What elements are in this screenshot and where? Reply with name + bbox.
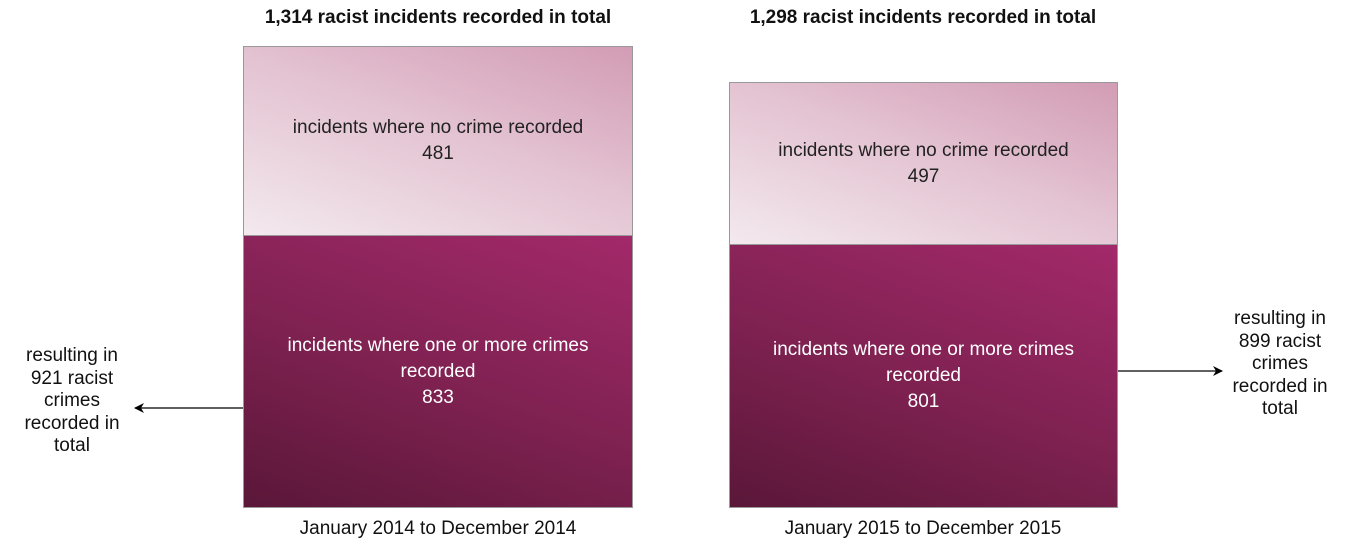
segment: incidents where no crime recorded 481: [243, 46, 633, 236]
segment-value: 497: [907, 165, 940, 187]
segment: incidents where one or more crimes recor…: [729, 244, 1118, 508]
period-label: January 2015 to December 2015: [784, 518, 1062, 539]
segment-label: incidents where no crime recorded: [292, 117, 584, 138]
segment-label: incidents where one or more crimes recor…: [773, 339, 1074, 386]
segment-label: incidents where one or more crimes recor…: [287, 334, 589, 382]
segment: incidents where no crime recorded 497: [729, 82, 1118, 245]
segment-label: incidents where no crime recorded: [778, 139, 1069, 161]
segment: incidents where one or more crimes recor…: [243, 235, 633, 508]
segment-value: 833: [422, 386, 454, 408]
segment-value: 801: [907, 391, 940, 412]
annotation: resulting in 899 racist crimes recorded …: [1232, 308, 1328, 419]
panel-title: 1,314 racist incidents recorded in total: [264, 7, 612, 28]
annotation: resulting in 921 racist crimes recorded …: [24, 345, 120, 456]
panel-title: 1,298 racist incidents recorded in total: [749, 7, 1097, 28]
segment-value: 481: [422, 143, 454, 164]
period-label: January 2014 to December 2014: [299, 518, 577, 539]
